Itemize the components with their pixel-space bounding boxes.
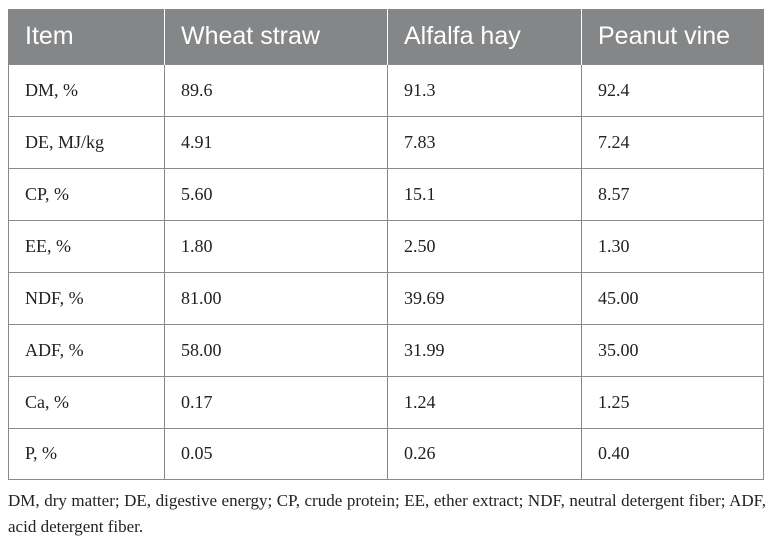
feed-composition-table: Item Wheat straw Alfalfa hay Peanut vine… xyxy=(8,9,764,480)
row-label: ADF, % xyxy=(8,323,165,377)
row-label: DM, % xyxy=(8,63,165,117)
table-cell: 0.40 xyxy=(581,427,764,480)
header-wheat-straw: Wheat straw xyxy=(164,9,388,64)
table-cell: 15.1 xyxy=(387,167,582,221)
table-cell: 0.05 xyxy=(164,427,388,480)
table-cell: 7.83 xyxy=(387,115,582,169)
table-cell: 91.3 xyxy=(387,63,582,117)
table-cell: 4.91 xyxy=(164,115,388,169)
table-cell: 1.80 xyxy=(164,219,388,273)
table-cell: 2.50 xyxy=(387,219,582,273)
table-cell: 5.60 xyxy=(164,167,388,221)
table-cell: 0.17 xyxy=(164,375,388,429)
table-cell: 45.00 xyxy=(581,271,764,325)
feed-composition-table-container: Item Wheat straw Alfalfa hay Peanut vine… xyxy=(8,9,764,480)
row-label: Ca, % xyxy=(8,375,165,429)
table-cell: 1.24 xyxy=(387,375,582,429)
table-body: DM, % 89.6 91.3 92.4 DE, MJ/kg 4.91 7.83… xyxy=(8,63,764,480)
row-label: NDF, % xyxy=(8,271,165,325)
table-row: DE, MJ/kg 4.91 7.83 7.24 xyxy=(8,115,764,169)
table-cell: 35.00 xyxy=(581,323,764,377)
table-row: P, % 0.05 0.26 0.40 xyxy=(8,427,764,480)
row-label: CP, % xyxy=(8,167,165,221)
table-row: CP, % 5.60 15.1 8.57 xyxy=(8,167,764,221)
table-row: EE, % 1.80 2.50 1.30 xyxy=(8,219,764,273)
table-row: ADF, % 58.00 31.99 35.00 xyxy=(8,323,764,377)
row-label: DE, MJ/kg xyxy=(8,115,165,169)
table-cell: 81.00 xyxy=(164,271,388,325)
table-header: Item Wheat straw Alfalfa hay Peanut vine xyxy=(8,9,764,64)
table-row: Ca, % 0.17 1.24 1.25 xyxy=(8,375,764,429)
header-alfalfa-hay: Alfalfa hay xyxy=(387,9,582,64)
header-item: Item xyxy=(8,9,165,64)
row-label: P, % xyxy=(8,427,165,480)
table-cell: 1.25 xyxy=(581,375,764,429)
table-footnote: DM, dry matter; DE, digestive energy; CP… xyxy=(8,491,766,536)
table-cell: 31.99 xyxy=(387,323,582,377)
table-row: DM, % 89.6 91.3 92.4 xyxy=(8,63,764,117)
table-cell: 39.69 xyxy=(387,271,582,325)
header-peanut-vine: Peanut vine xyxy=(581,9,764,64)
table-row: NDF, % 81.00 39.69 45.00 xyxy=(8,271,764,325)
header-row: Item Wheat straw Alfalfa hay Peanut vine xyxy=(8,9,764,64)
row-label: EE, % xyxy=(8,219,165,273)
table-cell: 58.00 xyxy=(164,323,388,377)
table-cell: 1.30 xyxy=(581,219,764,273)
table-cell: 7.24 xyxy=(581,115,764,169)
table-cell: 0.26 xyxy=(387,427,582,480)
table-cell: 8.57 xyxy=(581,167,764,221)
table-cell: 92.4 xyxy=(581,63,764,117)
table-cell: 89.6 xyxy=(164,63,388,117)
